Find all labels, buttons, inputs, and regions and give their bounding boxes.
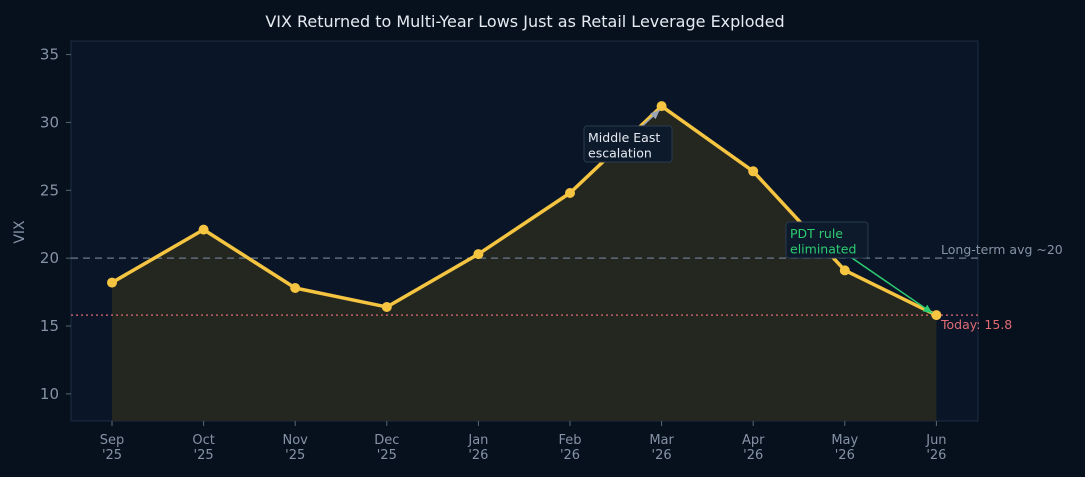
data-point bbox=[656, 101, 667, 112]
y-tick-label: 35 bbox=[40, 46, 59, 64]
longterm-avg-label: Long-term avg ~20 bbox=[941, 242, 1063, 257]
pdt-rule-annotation-arrowhead bbox=[922, 304, 933, 314]
x-tick-label: Feb '26 bbox=[558, 433, 581, 463]
today-label: Today: 15.8 bbox=[940, 317, 1012, 332]
data-point bbox=[839, 265, 850, 276]
pdt-rule-annotation-arrow bbox=[851, 257, 933, 314]
x-tick-label: Dec '25 bbox=[374, 433, 399, 463]
middle-east-annotation-arrowhead bbox=[650, 110, 660, 120]
y-tick-label: 25 bbox=[40, 181, 59, 199]
x-tick-label: Oct '25 bbox=[192, 433, 214, 463]
series-line bbox=[111, 104, 938, 317]
y-tick-label: 10 bbox=[40, 385, 59, 403]
data-point bbox=[198, 224, 209, 235]
x-tick-label: Nov '25 bbox=[283, 433, 309, 463]
x-tick-label: Mar '26 bbox=[649, 433, 674, 463]
x-tick-label: Apr '26 bbox=[742, 433, 765, 463]
pdt-rule-annotation-box bbox=[785, 221, 869, 259]
y-tick-label: 20 bbox=[40, 249, 59, 267]
data-point bbox=[473, 249, 484, 260]
y-axis-label: VIX bbox=[12, 220, 28, 244]
x-tick-label: Jan '26 bbox=[467, 433, 488, 463]
pdt-rule-annotation-text: PDT rule eliminated bbox=[790, 226, 856, 257]
data-point bbox=[931, 310, 942, 321]
x-tick-label: Sep '25 bbox=[100, 433, 125, 463]
x-tick-label: Jun '26 bbox=[925, 433, 946, 463]
middle-east-annotation-box bbox=[583, 125, 673, 163]
data-point bbox=[290, 283, 301, 293]
x-tick-label: May '26 bbox=[831, 433, 858, 463]
chart-title: VIX Returned to Multi-Year Lows Just as … bbox=[265, 12, 784, 31]
data-point bbox=[748, 166, 759, 177]
data-point bbox=[565, 188, 575, 198]
y-tick-label: 30 bbox=[40, 113, 59, 131]
data-point bbox=[107, 277, 117, 288]
data-point bbox=[381, 302, 392, 312]
series-area bbox=[112, 106, 937, 422]
y-tick-label: 15 bbox=[40, 317, 59, 335]
middle-east-annotation-text: Middle East escalation bbox=[588, 130, 660, 161]
